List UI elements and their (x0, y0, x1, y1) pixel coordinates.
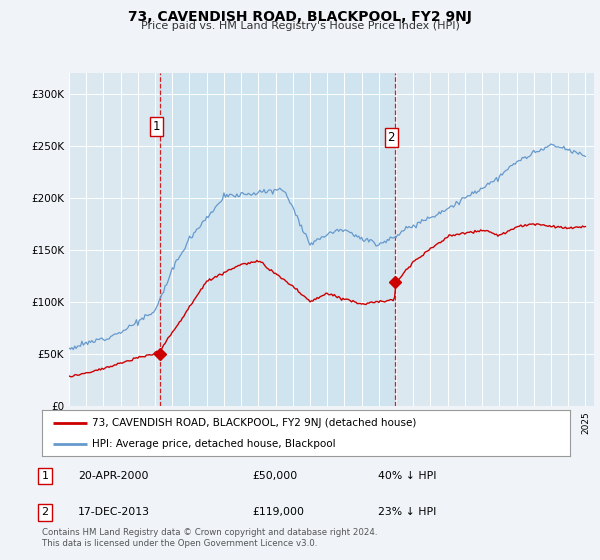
Text: 2: 2 (41, 507, 49, 517)
Text: £119,000: £119,000 (252, 507, 304, 517)
Text: 23% ↓ HPI: 23% ↓ HPI (378, 507, 436, 517)
Text: 40% ↓ HPI: 40% ↓ HPI (378, 471, 437, 481)
Text: 2: 2 (388, 131, 395, 144)
Text: HPI: Average price, detached house, Blackpool: HPI: Average price, detached house, Blac… (92, 439, 336, 449)
Bar (160, 73, 395, 406)
Text: 1: 1 (41, 471, 49, 481)
Text: Contains HM Land Registry data © Crown copyright and database right 2024.
This d: Contains HM Land Registry data © Crown c… (42, 528, 377, 548)
Text: 20-APR-2000: 20-APR-2000 (78, 471, 149, 481)
Text: 73, CAVENDISH ROAD, BLACKPOOL, FY2 9NJ: 73, CAVENDISH ROAD, BLACKPOOL, FY2 9NJ (128, 10, 472, 24)
Text: 17-DEC-2013: 17-DEC-2013 (78, 507, 150, 517)
Text: Price paid vs. HM Land Registry's House Price Index (HPI): Price paid vs. HM Land Registry's House … (140, 21, 460, 31)
Text: £50,000: £50,000 (252, 471, 297, 481)
Text: 73, CAVENDISH ROAD, BLACKPOOL, FY2 9NJ (detached house): 73, CAVENDISH ROAD, BLACKPOOL, FY2 9NJ (… (92, 418, 416, 428)
Text: 1: 1 (153, 120, 160, 133)
